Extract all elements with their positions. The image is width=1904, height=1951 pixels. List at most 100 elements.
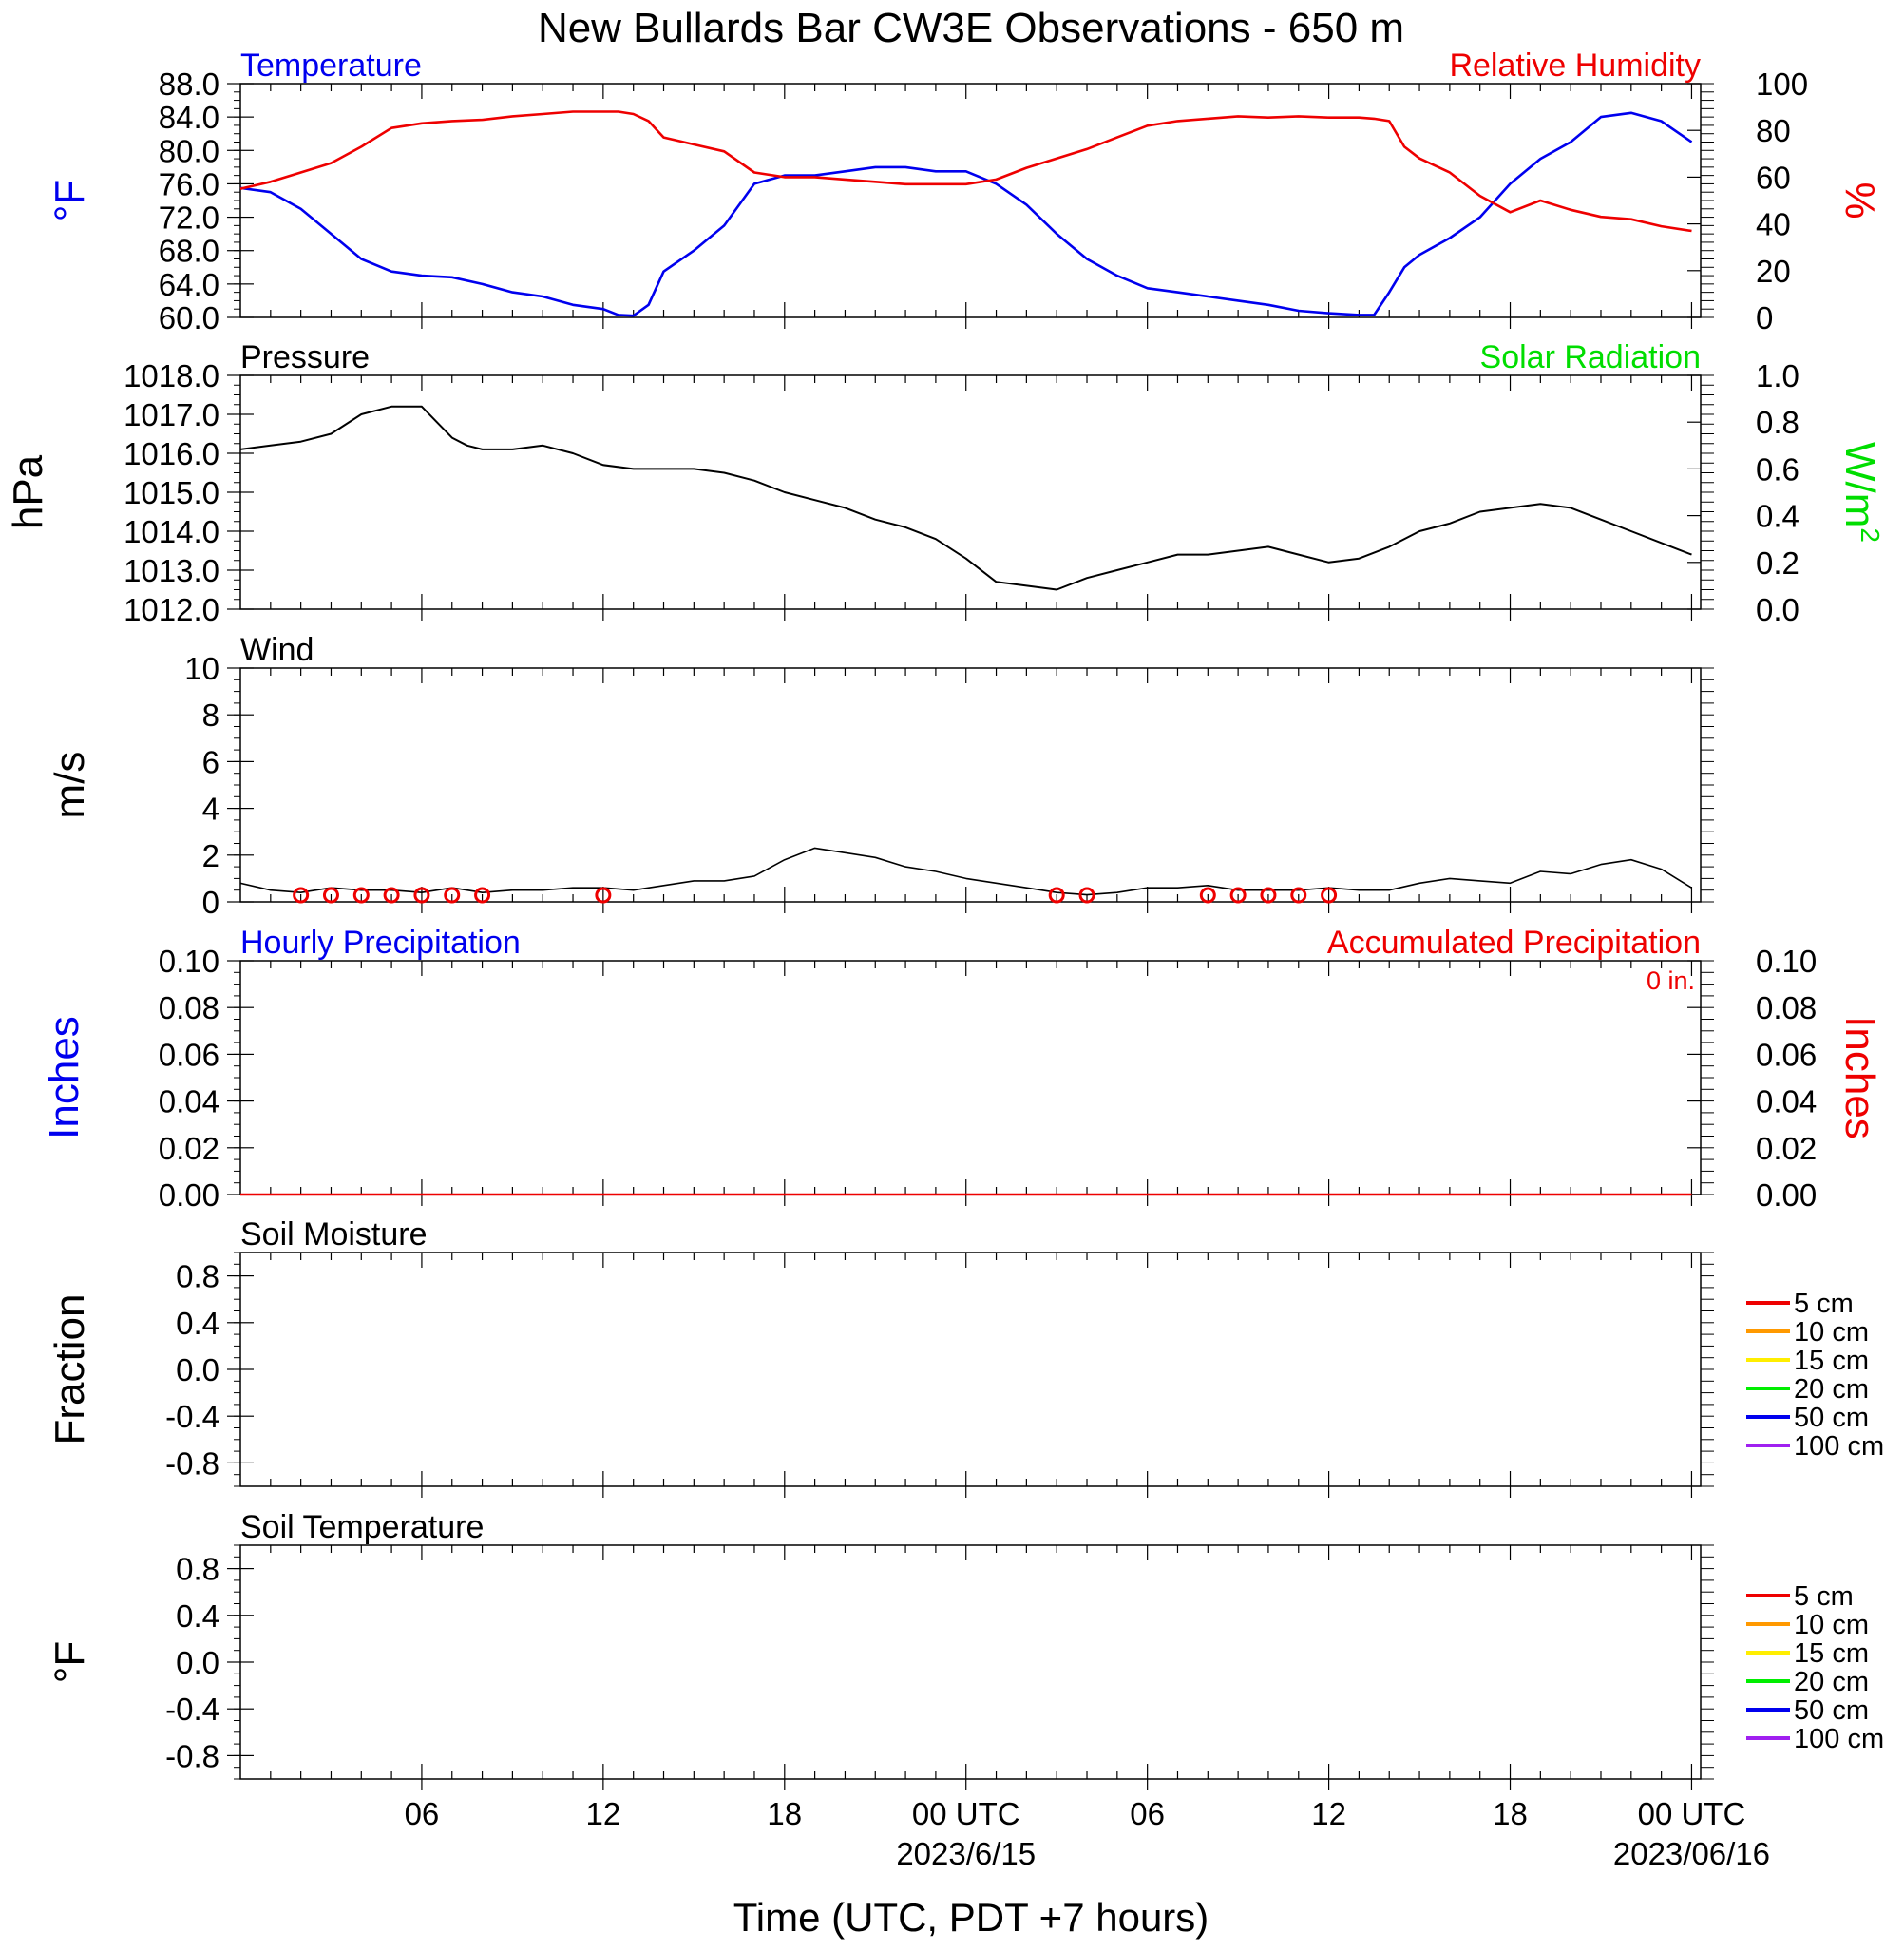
legend-label: 50 cm (1794, 1695, 1869, 1726)
right-unit-superscript: 2 (1856, 527, 1885, 543)
left-tick-label: 10 (184, 651, 219, 686)
series-line-wind-speed (239, 847, 1692, 896)
left-tick-label: 0.4 (176, 1598, 219, 1634)
panel-pressure: 1018.0 1017.0 1016.0 1015.0 1014.0 1013.0 1012… (5, 339, 1885, 627)
right-tick-label: 80 (1756, 113, 1791, 148)
panel-frame (239, 1544, 1702, 1780)
legend-label: 10 cm (1794, 1610, 1869, 1640)
panel-frame (239, 374, 1702, 610)
right-tick-label: 0.10 (1756, 944, 1817, 979)
left-unit-label: hPa (5, 454, 51, 529)
right-tick-label: 20 (1756, 254, 1791, 289)
left-tick-label: 0.02 (159, 1131, 219, 1166)
right-tick-label: 0 (1756, 300, 1773, 335)
panel-right-title: Relative Humidity (1449, 48, 1701, 84)
panel-left-title: Pressure (240, 339, 370, 375)
right-tick-label: 0.0 (1756, 592, 1799, 627)
legend-label: 15 cm (1794, 1346, 1869, 1376)
x-tick-label: 12 (1311, 1796, 1346, 1831)
x-tick-label: 00 UTC (1638, 1796, 1746, 1831)
right-tick-label: 0.6 (1756, 451, 1799, 487)
x-tick-date-label: 2023/6/15 (896, 1836, 1036, 1871)
time-axis: 06 12 18 00 UTC 2023/6/15 06 12 18 00 UTC 2023/06… (405, 1796, 1770, 1871)
panel-temperature-humidity: 88.084.080.076.072.068.064.060.0 100 80 60 4… (47, 48, 1883, 335)
right-unit-label: W/m2 (1837, 442, 1885, 543)
panel-right-title: Accumulated Precipitation (1327, 925, 1701, 961)
right-tick-label: 0.08 (1756, 990, 1817, 1025)
legend-label: 5 cm (1794, 1289, 1854, 1319)
right-tick-label: 0.02 (1756, 1131, 1817, 1166)
left-tick-label: 1017.0 (124, 397, 219, 432)
left-tick-label: 1013.0 (124, 553, 219, 588)
left-tick-label: 64.0 (159, 267, 219, 302)
panel-left-title: Soil Moisture (240, 1216, 428, 1253)
right-tick-label: 1.0 (1756, 358, 1799, 393)
panels: 88.084.080.076.072.068.064.060.010080604… (5, 48, 1885, 1790)
left-tick-label: 4 (202, 792, 219, 827)
x-tick-label: 00 UTC (912, 1796, 1020, 1831)
left-unit-label: °F (47, 1641, 93, 1683)
legend-label: 15 cm (1794, 1638, 1869, 1669)
left-tick-label: 0.0 (176, 1645, 219, 1680)
left-tick-label: 1015.0 (124, 475, 219, 510)
left-tick-label: 88.0 (159, 67, 219, 102)
left-tick-label: 1014.0 (124, 514, 219, 549)
calm-wind-marker (1048, 887, 1065, 904)
panel-wind: 10 8 6 4 2 0 Wind m/s (47, 632, 1714, 920)
left-tick-label: 6 (202, 744, 219, 779)
x-tick-label: 12 (586, 1796, 621, 1831)
left-tick-label: 72.0 (159, 201, 219, 236)
panel-left-title: Temperature (240, 48, 422, 84)
calm-wind-marker (322, 887, 339, 904)
calm-wind-marker (293, 887, 310, 904)
right-tick-label: 100 (1756, 67, 1808, 102)
left-tick-label: -0.4 (165, 1399, 219, 1434)
panel-left-title: Soil Temperature (240, 1509, 484, 1545)
x-tick-label: 18 (767, 1796, 802, 1831)
calm-wind-marker (595, 887, 612, 904)
right-tick-label: 40 (1756, 207, 1791, 242)
panel-soil-moisture: 0.8 0.4 0.0 -0.4 -0.8 Soil Moisture Fraction 5 … (47, 1216, 1884, 1498)
left-unit-label: m/s (47, 752, 93, 819)
left-tick-label: 1012.0 (124, 592, 219, 627)
left-tick-label: 0.8 (176, 1259, 219, 1294)
left-tick-label: 0.10 (159, 944, 219, 979)
calm-wind-marker (1321, 887, 1338, 904)
calm-wind-marker (1078, 887, 1095, 904)
left-tick-label: 0.06 (159, 1037, 219, 1072)
calm-wind-marker (1290, 887, 1307, 904)
calm-wind-marker (1229, 887, 1247, 904)
legend-label: 10 cm (1794, 1317, 1869, 1348)
panel-frame (239, 1252, 1702, 1487)
left-unit-label: Fraction (47, 1294, 93, 1445)
left-tick-label: 1016.0 (124, 436, 219, 471)
left-tick-label: 0.00 (159, 1177, 219, 1213)
left-tick-label: 0.8 (176, 1552, 219, 1587)
x-tick-label: 18 (1493, 1796, 1528, 1831)
left-tick-label: 2 (202, 838, 219, 873)
right-unit-label: % (1837, 182, 1883, 219)
calm-wind-marker (352, 887, 370, 904)
right-tick-label: 0.2 (1756, 545, 1799, 581)
accumulated-total: 0 in. (1647, 966, 1695, 995)
series-line-pressure (239, 405, 1692, 591)
calm-wind-marker (1260, 887, 1277, 904)
left-tick-label: 0 (202, 885, 219, 920)
calm-wind-marker (444, 887, 461, 904)
x-tick-label: 06 (1130, 1796, 1165, 1831)
legend-label: 100 cm (1794, 1431, 1884, 1462)
right-unit-label: Inches (1837, 1016, 1883, 1139)
left-tick-label: 0.04 (159, 1084, 219, 1119)
left-tick-label: 84.0 (159, 100, 219, 135)
left-unit-label: °F (47, 180, 93, 221)
left-tick-label: 60.0 (159, 300, 219, 335)
panel-right-title: Solar Radiation (1480, 339, 1701, 375)
legend-label: 50 cm (1794, 1403, 1869, 1433)
figure-title: New Bullards Bar CW3E Observations - 650… (538, 5, 1404, 51)
right-tick-label: 0.8 (1756, 405, 1799, 440)
panel-frame (239, 667, 1702, 903)
left-tick-label: 0.08 (159, 990, 219, 1025)
x-tick-date-label: 2023/06/16 (1613, 1836, 1770, 1871)
